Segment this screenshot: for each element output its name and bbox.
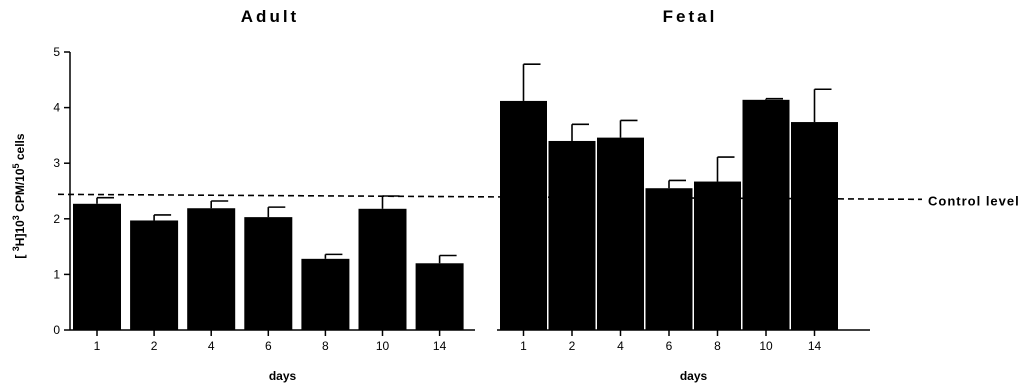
bar — [597, 137, 644, 330]
y-axis-label: [ 3H]103 CPM/105 cells — [11, 133, 27, 258]
x-tick-label: 1 — [520, 339, 527, 353]
bar — [358, 208, 407, 330]
x-tick-label: 14 — [433, 339, 447, 353]
x-tick-label: 1 — [94, 339, 101, 353]
control-level-label: Control level — [928, 193, 1020, 208]
bar — [244, 217, 293, 330]
bar — [548, 140, 596, 330]
y-tick-label: 1 — [53, 267, 60, 281]
bar — [130, 220, 179, 330]
labels: Adult 1 2 4 6 8 10 14 days Fetal 1 2 4 6 8 10 14 days — [94, 7, 822, 383]
x-tick-label: 4 — [617, 339, 624, 353]
x-tick-label: 10 — [376, 339, 390, 353]
bar — [742, 99, 790, 330]
bars — [73, 63, 838, 336]
y-ticks: 0 1 2 3 4 5 — [53, 45, 70, 337]
x-tick-label: 6 — [666, 339, 673, 353]
y-tick-label: 3 — [53, 156, 60, 170]
bar — [73, 203, 121, 330]
x-tick-label: 2 — [569, 339, 576, 353]
x-tick-label: 10 — [759, 339, 773, 353]
x-tick-label: 14 — [808, 339, 822, 353]
fetal-x-axis-label: days — [680, 369, 708, 383]
fetal-panel-title: Fetal — [663, 7, 718, 26]
bar — [187, 208, 236, 330]
bar — [301, 258, 350, 330]
x-tick-label: 8 — [322, 339, 329, 353]
x-tick-label: 2 — [151, 339, 158, 353]
x-tick-label: 6 — [265, 339, 272, 353]
control-level-line — [57, 193, 923, 201]
x-tick-label: 8 — [714, 339, 721, 353]
bar — [500, 100, 547, 330]
bar — [694, 181, 741, 330]
y-tick-label: 5 — [53, 45, 60, 59]
y-tick-label: 4 — [53, 101, 60, 115]
bar — [415, 263, 464, 330]
adult-panel-title: Adult — [241, 7, 299, 26]
y-tick-label: 0 — [53, 323, 60, 337]
bar — [645, 188, 693, 330]
y-tick-label: 2 — [53, 212, 60, 226]
x-tick-label: 4 — [208, 339, 215, 353]
bar — [791, 122, 838, 330]
adult-x-axis-label: days — [269, 369, 297, 383]
